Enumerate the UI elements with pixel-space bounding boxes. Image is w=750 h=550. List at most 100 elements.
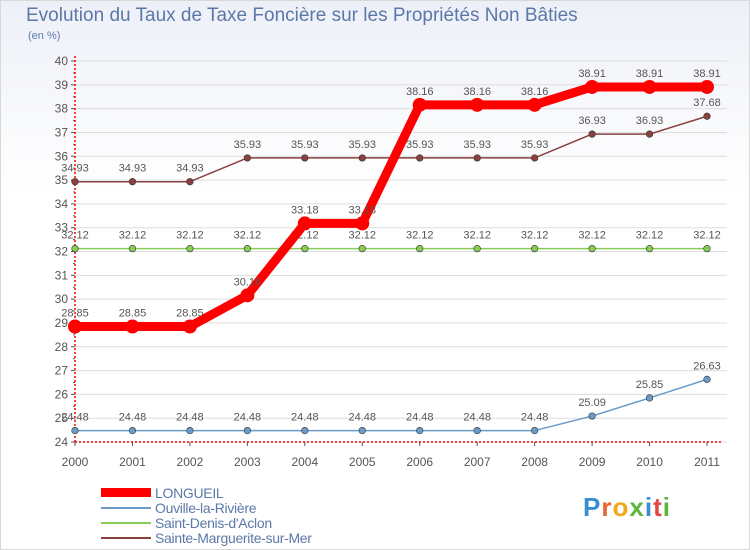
data-label: 34.93 [61,163,89,175]
data-label: 34.93 [119,163,147,175]
data-point [703,112,711,120]
data-label: 24.48 [61,412,89,424]
y-tick-label: 25 [55,411,69,425]
data-label: 33.18 [291,204,319,216]
data-point [186,245,194,253]
data-point [71,245,79,253]
data-label: 25.85 [636,379,664,391]
data-label: 32.12 [636,230,664,242]
data-point [588,412,596,420]
x-tick-label: 2009 [579,455,606,469]
y-tick-label: 39 [55,78,69,92]
x-tick-label: 2010 [636,455,663,469]
data-label: 38.16 [463,86,491,98]
data-label: 32.12 [349,230,377,242]
data-point [700,79,714,94]
chart-title: Evolution du Taux de Taxe Foncière sur l… [26,5,578,26]
x-tick-label: 2005 [349,455,376,469]
y-tick-label: 32 [55,245,69,259]
data-label: 35.93 [234,139,262,151]
logo-letter: x [629,492,645,522]
data-point [301,426,309,435]
data-label: 32.12 [406,230,434,242]
data-label: 38.91 [578,68,606,80]
data-label: 28.85 [61,308,89,320]
y-tick-label: 27 [55,364,69,378]
data-point [128,178,137,186]
data-label: 24.48 [349,412,377,424]
data-point [416,245,424,253]
x-tick-label: 2008 [521,455,548,469]
data-label: 35.93 [463,139,491,151]
data-label: 35.93 [406,139,434,151]
data-label: 28.85 [176,308,204,320]
data-label: 34.93 [176,163,204,175]
data-label: 24.48 [291,412,319,424]
y-tick-label: 33 [55,221,69,235]
data-label: 24.48 [234,412,262,424]
data-point [243,245,251,253]
data-point [355,216,370,231]
data-label: 35.93 [521,139,549,151]
y-tick-label: 35 [55,173,69,187]
data-label: 28.85 [119,308,147,320]
data-point [470,97,485,112]
data-label: 32.12 [463,230,491,242]
data-point [416,426,424,435]
data-point [531,245,539,253]
y-tick-label: 31 [55,268,69,282]
data-point [588,245,596,253]
legend-swatch [101,488,151,497]
y-tick-label: 40 [55,54,69,68]
data-point [588,130,596,138]
data-point [71,178,79,186]
data-label: 32.12 [521,230,549,242]
data-point [297,216,312,231]
y-tick-label: 28 [55,340,69,354]
data-point [531,154,539,162]
x-tick-label: 2000 [62,455,89,469]
data-label: 24.48 [119,412,147,424]
data-point [645,245,654,253]
data-label: 38.91 [636,68,664,80]
logo-letter: r [601,492,613,522]
legend-label: Saint-Denis-d'Aclon [155,515,272,531]
data-label: 32.12 [578,230,606,242]
y-tick-label: 24 [55,435,69,449]
data-label: 32.12 [61,230,89,242]
legend-label: LONGUEIL [155,485,224,501]
data-point [128,426,137,435]
x-tick-label: 2004 [291,455,318,469]
data-point [531,426,539,435]
data-label: 24.48 [463,412,491,424]
data-point [703,375,711,383]
data-point [585,79,600,94]
data-point [645,130,654,138]
y-tick-label: 38 [55,102,69,116]
legend-swatch [101,537,151,539]
data-point [412,97,427,112]
data-label: 35.93 [349,139,377,151]
data-point [416,154,424,162]
data-label: 38.16 [521,86,549,98]
data-point [473,245,481,253]
data-label: 36.93 [636,115,664,127]
y-axis-unit: (en %) [28,30,61,42]
data-point [71,426,79,435]
data-point [186,426,194,435]
data-point [182,319,197,334]
data-point [243,154,251,162]
data-label: 38.16 [406,86,434,98]
data-point [358,426,366,435]
data-point [186,178,194,186]
data-label: 32.12 [176,230,204,242]
legend-swatch [101,522,151,524]
x-tick-label: 2002 [177,455,204,469]
legend-label: Sainte-Marguerite-sur-Mer [155,530,312,546]
data-point [125,319,140,334]
logo-letter: i [662,492,671,522]
data-point [243,426,251,435]
data-label: 24.48 [521,412,549,424]
